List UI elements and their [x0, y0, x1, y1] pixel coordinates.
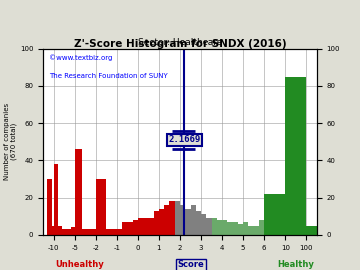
Bar	[48, 179, 51, 235]
Text: Healthy: Healthy	[277, 260, 314, 269]
Bar	[206, 218, 212, 235]
Bar	[71, 227, 75, 235]
Bar	[132, 220, 138, 235]
Bar	[127, 222, 132, 235]
Text: Score: Score	[177, 260, 204, 269]
Bar	[196, 211, 201, 235]
Bar	[58, 226, 62, 235]
Bar	[217, 220, 222, 235]
Bar	[66, 229, 71, 235]
Bar	[96, 179, 106, 235]
Bar	[306, 226, 317, 235]
Bar	[122, 222, 127, 235]
Bar	[51, 226, 54, 235]
Bar	[82, 229, 89, 235]
Bar	[238, 224, 243, 235]
Bar	[138, 218, 143, 235]
Bar	[180, 205, 185, 235]
Bar	[159, 209, 164, 235]
Bar	[248, 226, 254, 235]
Bar	[201, 214, 206, 235]
Bar	[228, 222, 233, 235]
Bar	[54, 164, 58, 235]
Text: Unhealthy: Unhealthy	[55, 260, 104, 269]
Bar	[75, 149, 82, 235]
Text: Sector: Healthcare: Sector: Healthcare	[138, 38, 222, 47]
Bar	[89, 229, 96, 235]
Bar	[254, 226, 259, 235]
Bar	[148, 218, 154, 235]
Bar	[259, 220, 264, 235]
Bar	[117, 229, 122, 235]
Bar	[233, 222, 238, 235]
Text: ©www.textbiz.org: ©www.textbiz.org	[49, 54, 112, 61]
Bar	[154, 211, 159, 235]
Bar	[190, 205, 196, 235]
Bar	[170, 201, 175, 235]
Bar	[62, 229, 66, 235]
Bar	[285, 77, 306, 235]
Bar	[106, 229, 117, 235]
Bar	[243, 222, 248, 235]
Bar	[143, 218, 148, 235]
Bar	[222, 220, 228, 235]
Bar	[212, 218, 217, 235]
Text: 2.1669: 2.1669	[168, 135, 201, 144]
Bar	[264, 194, 285, 235]
Y-axis label: Number of companies
(670 total): Number of companies (670 total)	[4, 103, 17, 180]
Text: The Research Foundation of SUNY: The Research Foundation of SUNY	[49, 73, 167, 79]
Bar	[175, 201, 180, 235]
Title: Z'-Score Histogram for SNDX (2016): Z'-Score Histogram for SNDX (2016)	[74, 39, 286, 49]
Bar	[164, 205, 170, 235]
Bar	[185, 209, 190, 235]
